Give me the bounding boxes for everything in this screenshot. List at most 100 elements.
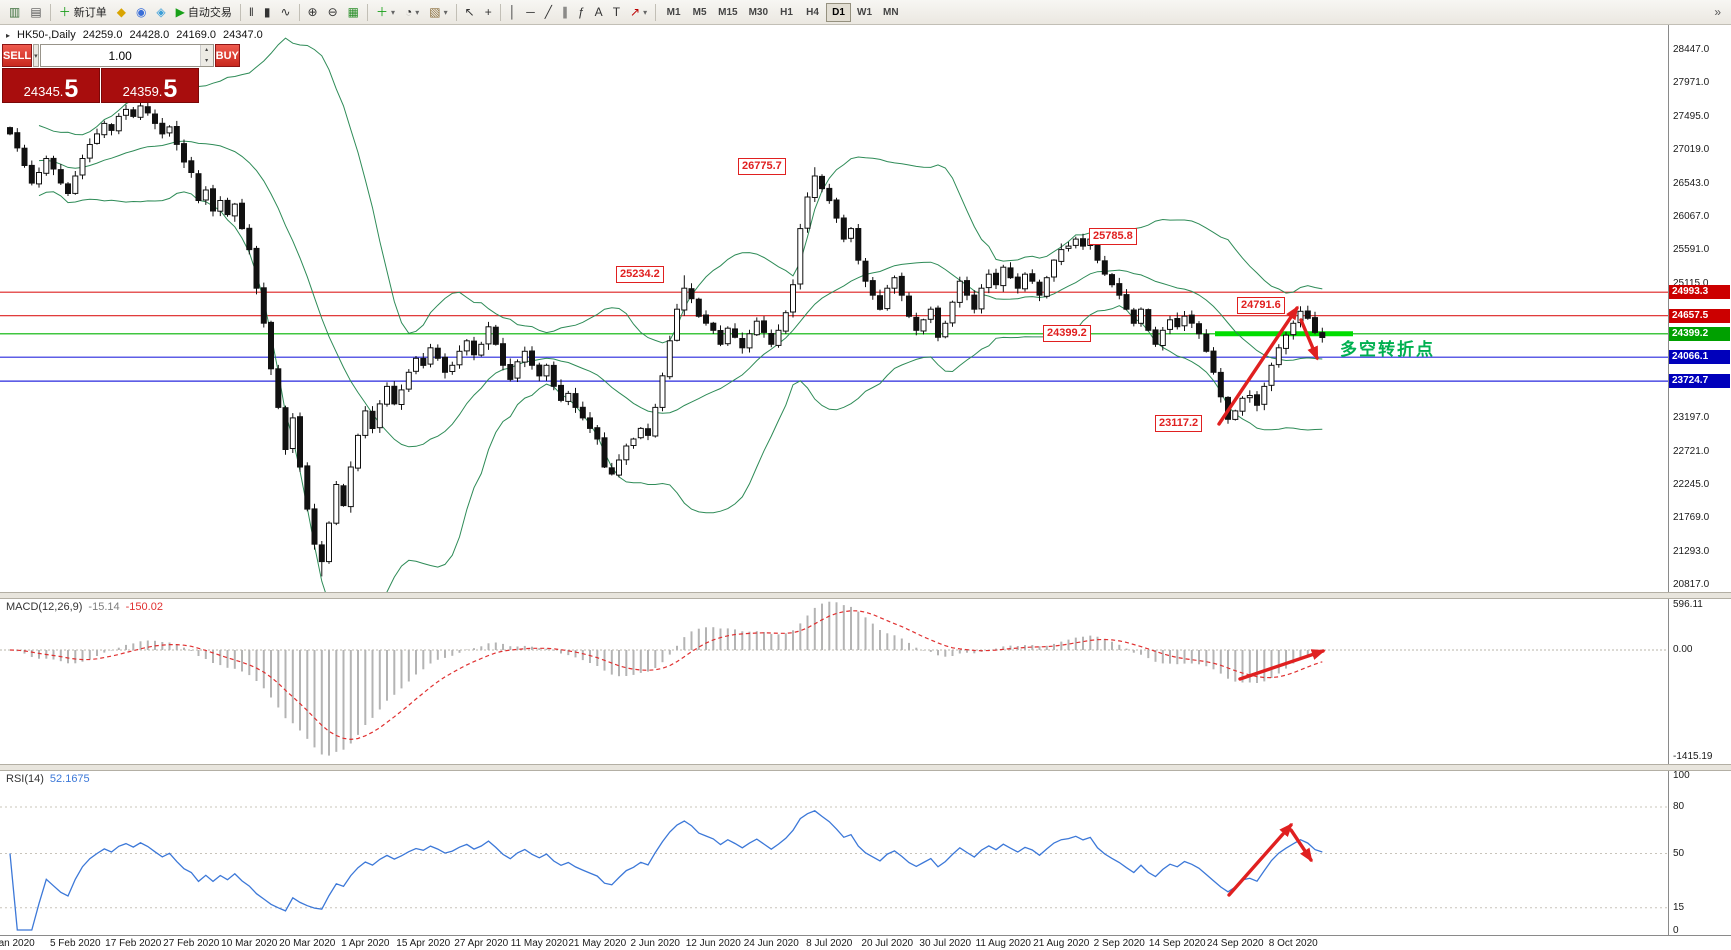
one-click-trading-panel: SELL ▾ ▴ ▾ BUY 24345. 5 24359. 5 (2, 44, 240, 103)
rsi-trend-arrows[interactable] (1227, 822, 1313, 897)
price-annotation[interactable]: 23117.2 (1155, 414, 1203, 432)
trend-arrows[interactable] (1217, 305, 1319, 426)
toolbar-overflow-button[interactable]: » (1708, 5, 1727, 19)
buy-button[interactable]: BUY (214, 44, 240, 67)
timeframe-h1-button[interactable]: H1 (774, 3, 799, 22)
trendline-icon: ╱ (544, 5, 552, 19)
lot-increase-button[interactable]: ▴ (200, 45, 213, 56)
date-axis-label: 15 Apr 2020 (396, 938, 451, 949)
date-axis-label: 10 Mar 2020 (221, 938, 278, 949)
zoom-in-button[interactable]: ⊕ (303, 2, 323, 23)
lot-size-field: ▴ ▾ (39, 44, 214, 67)
zoom-out-button[interactable]: ⊖ (323, 2, 343, 23)
indicators-button[interactable]: ＋ ▾ (371, 2, 400, 23)
channel-button[interactable]: ∥ (557, 2, 573, 23)
price-level-tag: 23724.7 (1669, 374, 1730, 389)
lot-dropdown-button[interactable]: ▾ (33, 44, 39, 67)
periods-button[interactable]: ◔ ▾ (400, 2, 424, 23)
text-label-icon: T (612, 5, 621, 19)
timeframe-m15-button[interactable]: M15 (713, 3, 742, 22)
lot-decrease-button[interactable]: ▾ (200, 55, 213, 66)
autotrading-icon: ▶ (175, 5, 185, 19)
date-axis-label: 14 Sep 2020 (1148, 938, 1206, 949)
arrows-icon: ↗ (630, 5, 641, 19)
new-order-label: 新订单 (73, 7, 107, 19)
macd-trend-arrow[interactable] (1238, 649, 1326, 681)
buy-price[interactable]: 24359. 5 (101, 68, 199, 103)
vertical-line-button[interactable]: │ (504, 2, 522, 23)
toolbar-separator (499, 3, 501, 21)
rsi-line (9, 810, 1323, 931)
fibonacci-button[interactable]: ƒ (573, 2, 590, 23)
turning-point-note[interactable]: 多空转折点 (1340, 339, 1435, 359)
periods-icon: ◔ (405, 5, 413, 19)
arrows-caret-icon: ▾ (643, 7, 648, 17)
date-axis-label: 11 Aug 2020 (975, 938, 1031, 949)
tile-windows-button[interactable]: ▦ (343, 2, 364, 23)
bar-chart-button[interactable]: ‖ (244, 2, 259, 23)
candlestick-chart-button[interactable]: ▮ (259, 2, 276, 23)
panel-separator[interactable] (0, 764, 1731, 771)
crosshair-button[interactable]: + (480, 2, 497, 23)
data-window-icon: ◉ (135, 5, 147, 19)
buy-price-big: 5 (163, 74, 178, 103)
price-axis-tick: 25115.0 (1673, 277, 1709, 289)
panel-separator[interactable] (0, 592, 1731, 599)
tile-windows-icon: ▦ (347, 5, 359, 19)
new-order-icon: ＋ (58, 5, 71, 19)
timeframe-m30-button[interactable]: M30 (744, 3, 773, 22)
autotrading-button[interactable]: ▶ 自动交易 (171, 2, 237, 23)
macd-name: MACD(12,26,9) (6, 601, 83, 613)
price-annotation[interactable]: 25785.8 (1089, 227, 1137, 245)
indicators-icon: ＋ (376, 5, 389, 19)
rsi-axis-tick: 15 (1673, 901, 1685, 913)
timeframe-m5-button[interactable]: M5 (687, 3, 712, 22)
timeframe-h4-button[interactable]: H4 (800, 3, 825, 22)
macd-axis-tick: -1415.19 (1673, 750, 1713, 762)
rsi-axis-tick: 100 (1673, 770, 1690, 781)
date-axis[interactable] (0, 935, 1731, 950)
line-chart-icon: ∿ (280, 5, 291, 19)
macd-panel-canvas[interactable] (0, 599, 1731, 764)
templates-button[interactable]: ▧ ▾ (424, 2, 452, 23)
date-axis-label: 24 Jun 2020 (743, 938, 799, 949)
price-annotation[interactable]: 24399.2 (1043, 324, 1091, 342)
date-axis-label: 21 May 2020 (568, 938, 627, 949)
horizontal-line-icon: ─ (526, 5, 535, 19)
line-chart-button[interactable]: ∿ (275, 2, 295, 23)
indicators-caret-icon: ▾ (391, 7, 396, 17)
price-axis-tick: 27495.0 (1673, 110, 1710, 122)
sell-price-small: 24345. (23, 84, 64, 100)
trendline-button[interactable]: ╱ (540, 2, 557, 23)
metaeditor-button[interactable]: ◆ (112, 2, 131, 23)
toolbar: ▥ ▤ ＋新订单 ◆ ◉ ◈ ▶ 自动交易 ‖ ▮ ∿ ⊕ ⊖ ▦ ＋ ▾ ◔ ▾ ▧ ▾ ↖ + │ ─ ╱ ∥ ƒ A T ↗ ▾ M1 M… (0, 0, 1731, 25)
date-axis-label: 1 Apr 2020 (341, 938, 390, 949)
bollinger-bands (38, 37, 1323, 592)
cursor-button[interactable]: ↖ (460, 2, 480, 23)
main-chart-canvas[interactable] (0, 25, 1731, 592)
text-button[interactable]: A (590, 2, 608, 23)
templates-icon: ▧ (429, 5, 441, 19)
price-annotation[interactable]: 26775.7 (738, 158, 786, 176)
timeframe-w1-button[interactable]: W1 (852, 3, 877, 22)
new-order-button[interactable]: ＋新订单 (54, 2, 112, 23)
sell-button[interactable]: SELL (2, 44, 33, 67)
lot-size-input[interactable] (40, 45, 200, 66)
text-label-button[interactable]: T (608, 2, 625, 23)
sell-price[interactable]: 24345. 5 (2, 68, 100, 103)
timeframe-m1-button[interactable]: M1 (661, 3, 686, 22)
data-window-button[interactable]: ◉ (131, 2, 151, 23)
navigator-icon: ◈ (156, 5, 166, 19)
timeframe-d1-button[interactable]: D1 (826, 2, 852, 22)
profiles-button[interactable]: ▤ (25, 2, 46, 23)
horizontal-line-button[interactable]: ─ (521, 2, 540, 23)
navigator-button[interactable]: ◈ (151, 2, 170, 23)
price-annotation[interactable]: 24791.6 (1237, 297, 1285, 315)
rsi-panel-canvas[interactable] (0, 771, 1731, 935)
date-axis-label: 2 Jan 2020 (0, 938, 35, 949)
new-chart-button[interactable]: ▥ (4, 2, 25, 23)
price-axis-tick: 21769.0 (1673, 512, 1710, 524)
price-annotation[interactable]: 25234.2 (616, 266, 664, 284)
arrows-button[interactable]: ↗ ▾ (625, 2, 652, 23)
timeframe-mn-button[interactable]: MN (878, 3, 904, 22)
